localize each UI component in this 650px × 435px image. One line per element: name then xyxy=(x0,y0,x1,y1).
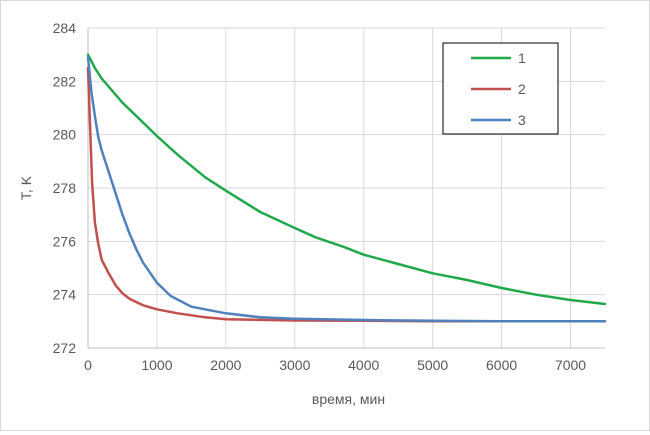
x-tick-label: 1000 xyxy=(141,357,172,373)
y-axis-label: T, K xyxy=(18,175,34,200)
series-line-3 xyxy=(86,56,607,323)
x-tick-label: 3000 xyxy=(279,357,310,373)
x-tick-labels: 0 1000 2000 3000 4000 5000 6000 7000 xyxy=(84,357,586,373)
x-tick-label: 5000 xyxy=(417,357,448,373)
x-tick-label: 0 xyxy=(84,357,92,373)
y-tick-labels: 272 274 276 278 280 282 284 xyxy=(53,20,77,356)
legend: 1 2 3 xyxy=(442,42,559,135)
x-tick-label: 4000 xyxy=(348,357,379,373)
grid-lines xyxy=(88,27,605,349)
y-tick-label: 282 xyxy=(53,73,77,89)
legend-label-1: 1 xyxy=(518,50,526,66)
legend-label-3: 3 xyxy=(518,112,526,128)
y-tick-label: 274 xyxy=(53,287,77,303)
series-line-1 xyxy=(86,53,607,306)
series-lines xyxy=(86,53,607,323)
y-tick-label: 276 xyxy=(53,233,77,249)
x-axis-label: время, мин xyxy=(312,391,385,407)
x-tick-label: 7000 xyxy=(555,357,586,373)
y-tick-label: 272 xyxy=(53,340,77,356)
legend-label-2: 2 xyxy=(518,81,526,97)
y-tick-label: 280 xyxy=(53,127,77,143)
y-tick-label: 284 xyxy=(53,20,77,36)
y-tick-label: 278 xyxy=(53,180,77,196)
x-tick-label: 6000 xyxy=(486,357,517,373)
x-tick-label: 2000 xyxy=(210,357,241,373)
